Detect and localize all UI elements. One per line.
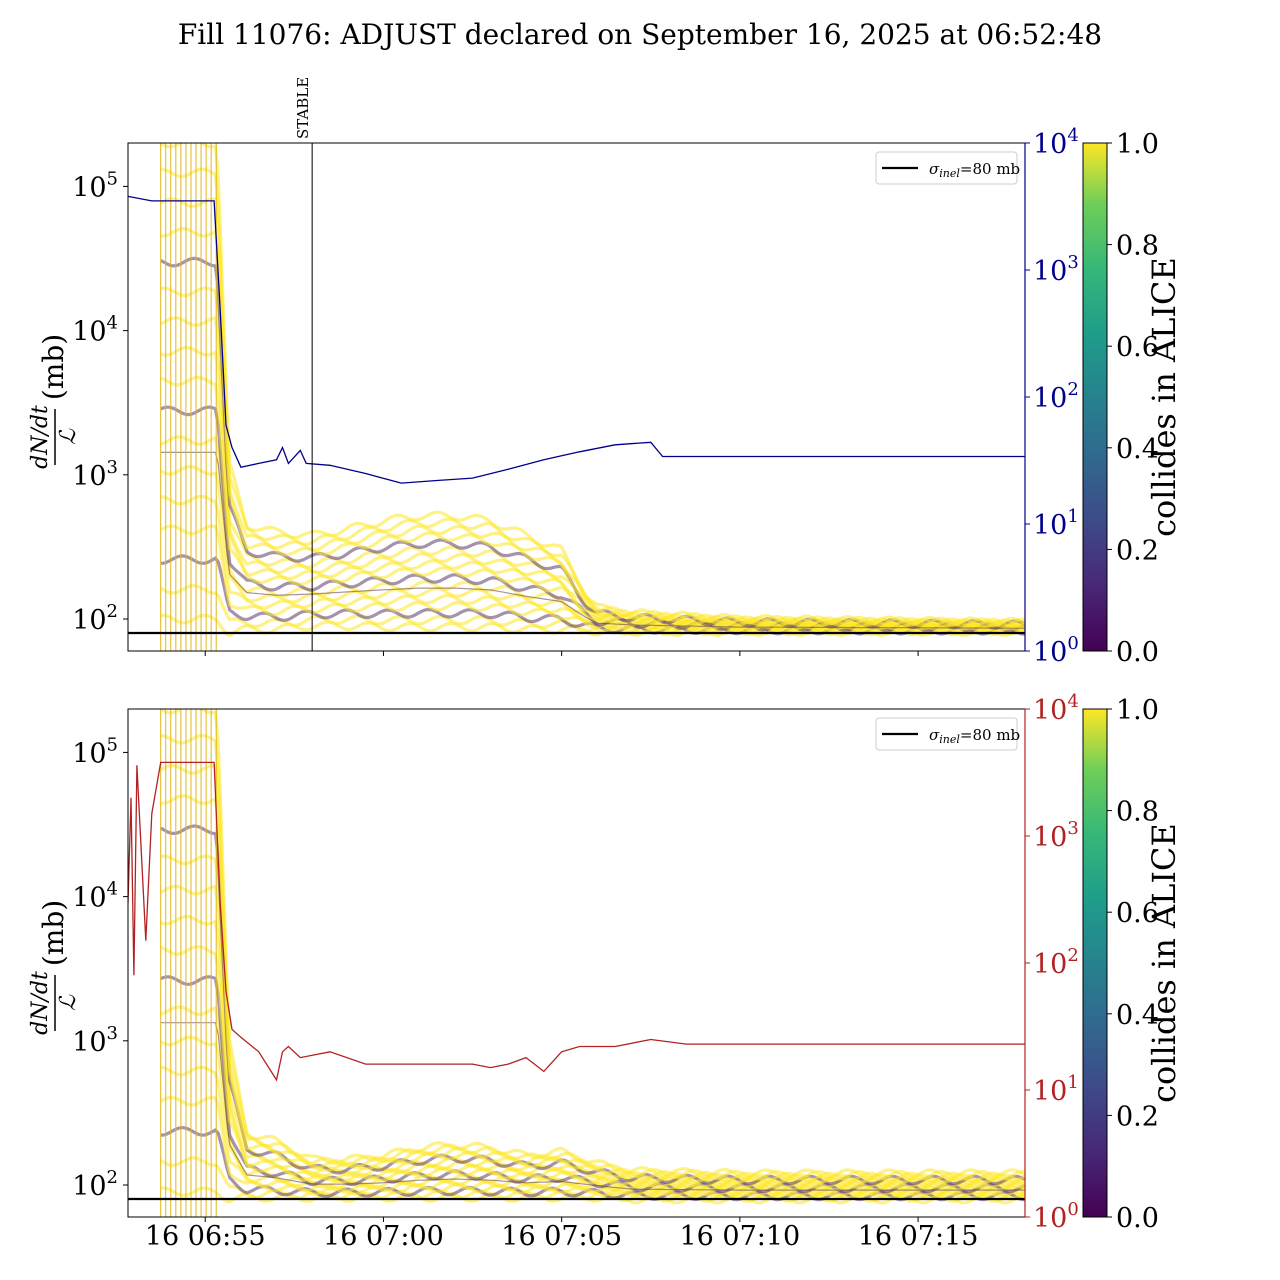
colorbar-tick-label: 0.4 bbox=[1116, 1000, 1159, 1031]
colorbar-label: collides in ALICE bbox=[1145, 823, 1183, 1103]
y-tick-label: 104 bbox=[72, 879, 118, 914]
panel-top: STABLE 102 103 104 105 100 101 102 103 104 dN/dt ℒ (… bbox=[28, 77, 1183, 668]
right-y-tick-label: 100 bbox=[1033, 633, 1079, 668]
legend-box bbox=[875, 151, 1018, 185]
bunch-trace bbox=[160, 405, 1025, 633]
x-tick-label: 16 07:00 bbox=[323, 1221, 444, 1252]
bunch-trace bbox=[160, 1186, 1025, 1205]
y-tick-label: 102 bbox=[72, 601, 118, 636]
right-y-tick-label: 100 bbox=[1033, 1199, 1079, 1234]
legend-label: σinel=80 mb bbox=[929, 160, 1020, 180]
legend-box bbox=[875, 717, 1018, 751]
y-label-unit: (mb) bbox=[37, 334, 70, 400]
bunch-trace bbox=[160, 167, 1025, 629]
bunch-trace bbox=[160, 613, 1025, 638]
y-tick-label: 103 bbox=[72, 1023, 118, 1058]
bunch-trace bbox=[159, 709, 1025, 1180]
legend: σinel=80 mb bbox=[875, 717, 1020, 751]
colorbar-tick-label: 0.2 bbox=[1116, 1101, 1159, 1132]
bunch-trace bbox=[160, 733, 1025, 1181]
colorbar-gradient bbox=[1082, 708, 1108, 1218]
colorbar-tick-label: 0.2 bbox=[1116, 535, 1159, 566]
panel-bottom: 102 103 104 105 100 101 102 103 104 16 06:55 16 07… bbox=[28, 691, 1183, 1252]
colorbar-label: collides in ALICE bbox=[1145, 257, 1183, 537]
right-y-tick-label: 104 bbox=[1033, 125, 1079, 160]
colorbar-tick-label: 0.6 bbox=[1116, 898, 1159, 929]
y-label-numerator: dN/dt bbox=[28, 405, 53, 469]
y-label-numerator: dN/dt bbox=[28, 971, 53, 1035]
right-axis-series bbox=[128, 761, 1025, 1082]
right-y-tick-label: 102 bbox=[1033, 379, 1079, 414]
bunch-trace bbox=[159, 824, 1025, 1186]
bunch-trace bbox=[160, 345, 1025, 632]
legend: σinel=80 mb bbox=[875, 151, 1020, 185]
x-tick-label: 16 06:55 bbox=[145, 1221, 266, 1252]
right-y-tick-label: 101 bbox=[1033, 1072, 1079, 1107]
colorbar-tick-label: 0.4 bbox=[1116, 434, 1159, 465]
y-tick-label: 105 bbox=[72, 168, 118, 203]
x-tick-label: 16 07:15 bbox=[858, 1221, 979, 1252]
colorbar-tick-label: 0.0 bbox=[1116, 637, 1159, 668]
bunch-trace bbox=[159, 256, 1025, 630]
right-y-tick-label: 103 bbox=[1033, 818, 1079, 853]
colorbar-tick-label: 1.0 bbox=[1116, 695, 1159, 726]
y-label-denominator: ℒ bbox=[56, 994, 81, 1011]
bunch-trace bbox=[160, 794, 1025, 1184]
y-axis-label: dN/dt ℒ (mb) bbox=[28, 900, 81, 1035]
y-tick-label: 102 bbox=[72, 1167, 118, 1202]
y-tick-label: 103 bbox=[72, 457, 118, 492]
right-y-tick-label: 101 bbox=[1033, 506, 1079, 541]
y-tick-label: 104 bbox=[72, 313, 118, 348]
colorbar-tick-label: 0.0 bbox=[1116, 1203, 1159, 1234]
colorbar: 0.0 0.2 0.4 0.6 0.8 1.0 collides in ALICE bbox=[1082, 129, 1183, 668]
colorbar-tick-label: 0.8 bbox=[1116, 797, 1159, 828]
x-tick-label: 16 07:10 bbox=[679, 1221, 800, 1252]
bunch-trace bbox=[159, 764, 1025, 1183]
y-axis-label: dN/dt ℒ (mb) bbox=[28, 334, 81, 469]
bunch-trace bbox=[160, 1065, 1025, 1199]
bunch-median-trace bbox=[160, 451, 1025, 629]
colorbar-gradient bbox=[1082, 142, 1108, 652]
y-label-unit: (mb) bbox=[37, 900, 70, 966]
bunch-trace bbox=[159, 143, 1025, 628]
x-tick-label: 16 07:05 bbox=[501, 1221, 622, 1252]
y-label-denominator: ℒ bbox=[56, 428, 81, 445]
plot-area bbox=[128, 143, 1025, 651]
plot-area bbox=[128, 709, 1025, 1217]
legend-label: σinel=80 mb bbox=[929, 726, 1020, 746]
bunch-trace bbox=[159, 884, 1025, 1189]
right-axis-series bbox=[128, 195, 1025, 484]
bunch-trace bbox=[159, 197, 1025, 629]
colorbar-tick-label: 0.6 bbox=[1116, 332, 1159, 363]
colorbar-tick-label: 0.8 bbox=[1116, 231, 1159, 262]
stable-marker-label: STABLE bbox=[294, 77, 312, 139]
bunch-trace bbox=[160, 854, 1025, 1188]
right-y-tick-label: 103 bbox=[1033, 252, 1079, 287]
bunch-trace bbox=[160, 945, 1025, 1192]
y-tick-label: 105 bbox=[72, 734, 118, 769]
bunch-median-trace bbox=[160, 1022, 1025, 1191]
colorbar-tick-label: 1.0 bbox=[1116, 129, 1159, 160]
colorbar: 0.0 0.2 0.4 0.6 0.8 1.0 collides in ALICE bbox=[1082, 695, 1183, 1234]
right-y-tick-label: 102 bbox=[1033, 945, 1079, 980]
plot-frame bbox=[127, 708, 1026, 1218]
right-y-tick-label: 104 bbox=[1033, 691, 1079, 726]
figure-title: Fill 11076: ADJUST declared on September… bbox=[177, 18, 1103, 51]
